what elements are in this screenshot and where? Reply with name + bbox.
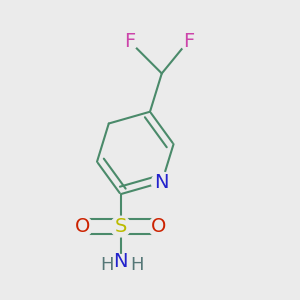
Text: O: O bbox=[151, 217, 166, 236]
Circle shape bbox=[121, 32, 138, 50]
Circle shape bbox=[152, 172, 172, 193]
Text: N: N bbox=[154, 173, 169, 192]
Circle shape bbox=[113, 254, 128, 269]
Text: F: F bbox=[183, 32, 194, 51]
Text: S: S bbox=[114, 217, 127, 236]
Text: F: F bbox=[124, 32, 135, 51]
Circle shape bbox=[148, 216, 169, 237]
Text: N: N bbox=[113, 252, 128, 272]
Circle shape bbox=[72, 216, 93, 237]
Text: H: H bbox=[100, 256, 114, 274]
Circle shape bbox=[110, 216, 131, 237]
Text: O: O bbox=[75, 217, 90, 236]
Circle shape bbox=[179, 32, 197, 50]
Text: H: H bbox=[130, 256, 143, 274]
